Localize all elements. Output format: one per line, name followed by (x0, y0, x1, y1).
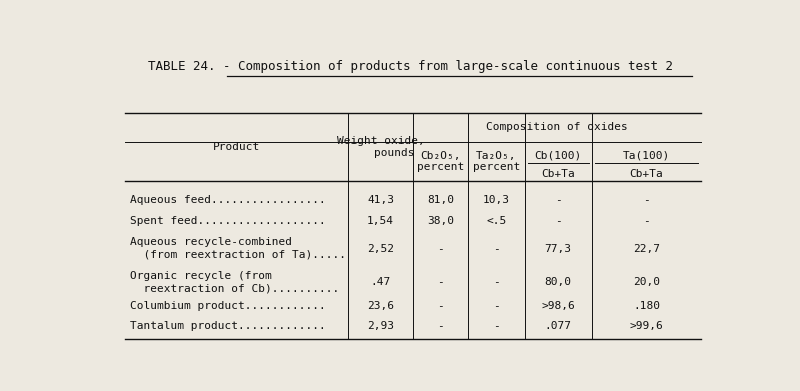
Text: Ta(100): Ta(100) (623, 151, 670, 161)
Text: Weight oxide,
    pounds: Weight oxide, pounds (337, 136, 425, 158)
Text: 2,52: 2,52 (367, 244, 394, 254)
Text: <.5: <.5 (486, 216, 506, 226)
Text: Organic recycle (from
  reextraction of Cb)..........: Organic recycle (from reextraction of Cb… (130, 271, 339, 294)
Text: -: - (493, 244, 499, 254)
Text: Cb+Ta: Cb+Ta (630, 169, 663, 179)
Text: >98,6: >98,6 (542, 301, 575, 311)
Text: 41,3: 41,3 (367, 196, 394, 205)
Text: -: - (493, 277, 499, 287)
Text: 22,7: 22,7 (633, 244, 660, 254)
Text: Aqueous feed.................: Aqueous feed................. (130, 196, 326, 205)
Text: -: - (437, 301, 444, 311)
Text: 77,3: 77,3 (545, 244, 572, 254)
Text: 80,0: 80,0 (545, 277, 572, 287)
Text: -: - (555, 196, 562, 205)
Text: .180: .180 (633, 301, 660, 311)
Text: -: - (643, 216, 650, 226)
Text: -: - (437, 277, 444, 287)
Text: >99,6: >99,6 (630, 321, 663, 331)
Text: Tantalum product.............: Tantalum product............. (130, 321, 326, 331)
Text: .47: .47 (370, 277, 390, 287)
Text: 2,93: 2,93 (367, 321, 394, 331)
Text: Columbium product............: Columbium product............ (130, 301, 326, 311)
Text: Product: Product (213, 142, 260, 152)
Text: 10,3: 10,3 (482, 196, 510, 205)
Text: 81,0: 81,0 (427, 196, 454, 205)
Text: -: - (493, 301, 499, 311)
Text: -: - (643, 196, 650, 205)
Text: .077: .077 (545, 321, 572, 331)
Text: -: - (555, 216, 562, 226)
Text: Cb(100): Cb(100) (534, 151, 582, 161)
Text: Aqueous recycle-combined
  (from reextraction of Ta).....: Aqueous recycle-combined (from reextract… (130, 237, 346, 260)
Text: Spent feed...................: Spent feed................... (130, 216, 326, 226)
Text: -: - (437, 321, 444, 331)
Text: -: - (493, 321, 499, 331)
Text: 20,0: 20,0 (633, 277, 660, 287)
Text: Cb₂O₅,
percent: Cb₂O₅, percent (417, 151, 464, 172)
Text: Cb+Ta: Cb+Ta (542, 169, 575, 179)
Text: Ta₂O₅,
percent: Ta₂O₅, percent (473, 151, 520, 172)
Text: TABLE 24. - Composition of products from large-scale continuous test 2: TABLE 24. - Composition of products from… (147, 60, 673, 73)
Text: 23,6: 23,6 (367, 301, 394, 311)
Text: Composition of oxides: Composition of oxides (486, 122, 628, 133)
Text: 38,0: 38,0 (427, 216, 454, 226)
Text: 1,54: 1,54 (367, 216, 394, 226)
Text: -: - (437, 244, 444, 254)
